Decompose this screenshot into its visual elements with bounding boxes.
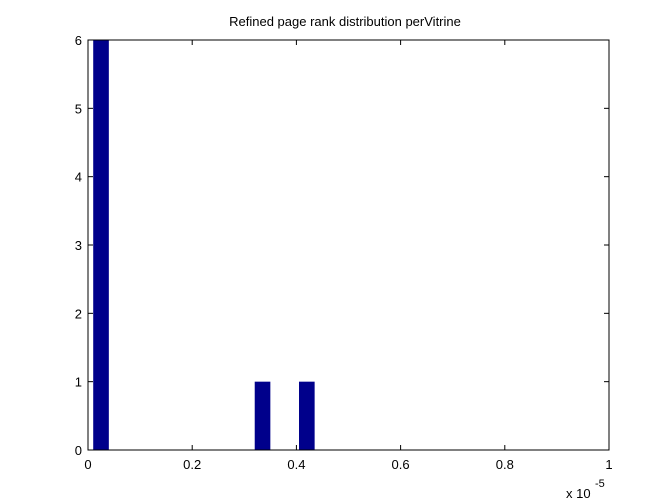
- x-scale-factor: x 10 -5: [566, 478, 605, 501]
- x-tick-label: 0.8: [496, 457, 514, 472]
- ticks-layer: 0 0.2 0.4 0.6 0.8 1 0 1 2 3 4 5 6: [75, 33, 613, 472]
- bars-layer: [93, 40, 315, 450]
- y-tick-label: 2: [75, 306, 82, 321]
- y-tick-label: 5: [75, 101, 82, 116]
- y-tick-label: 4: [75, 170, 82, 185]
- x-tick-label: 1: [605, 457, 612, 472]
- x-tick-label: 0.4: [287, 457, 305, 472]
- x-tick-label: 0.6: [392, 457, 410, 472]
- histogram-bar-1: [254, 381, 271, 450]
- y-tick-label: 0: [75, 443, 82, 458]
- x-tick-label: 0: [84, 457, 91, 472]
- plot-area-frame: [87, 39, 610, 451]
- x-scale-label: x 10: [566, 486, 591, 501]
- y-tick-label: 1: [75, 375, 82, 390]
- y-tick-label: 6: [75, 33, 82, 48]
- chart-title: Refined page rank distribution perVitrin…: [229, 14, 461, 29]
- x-scale-exponent: -5: [595, 478, 605, 490]
- x-tick-label: 0.2: [183, 457, 201, 472]
- histogram-bar-0: [93, 40, 109, 450]
- histogram-bar-2: [299, 381, 315, 450]
- y-tick-label: 3: [75, 238, 82, 253]
